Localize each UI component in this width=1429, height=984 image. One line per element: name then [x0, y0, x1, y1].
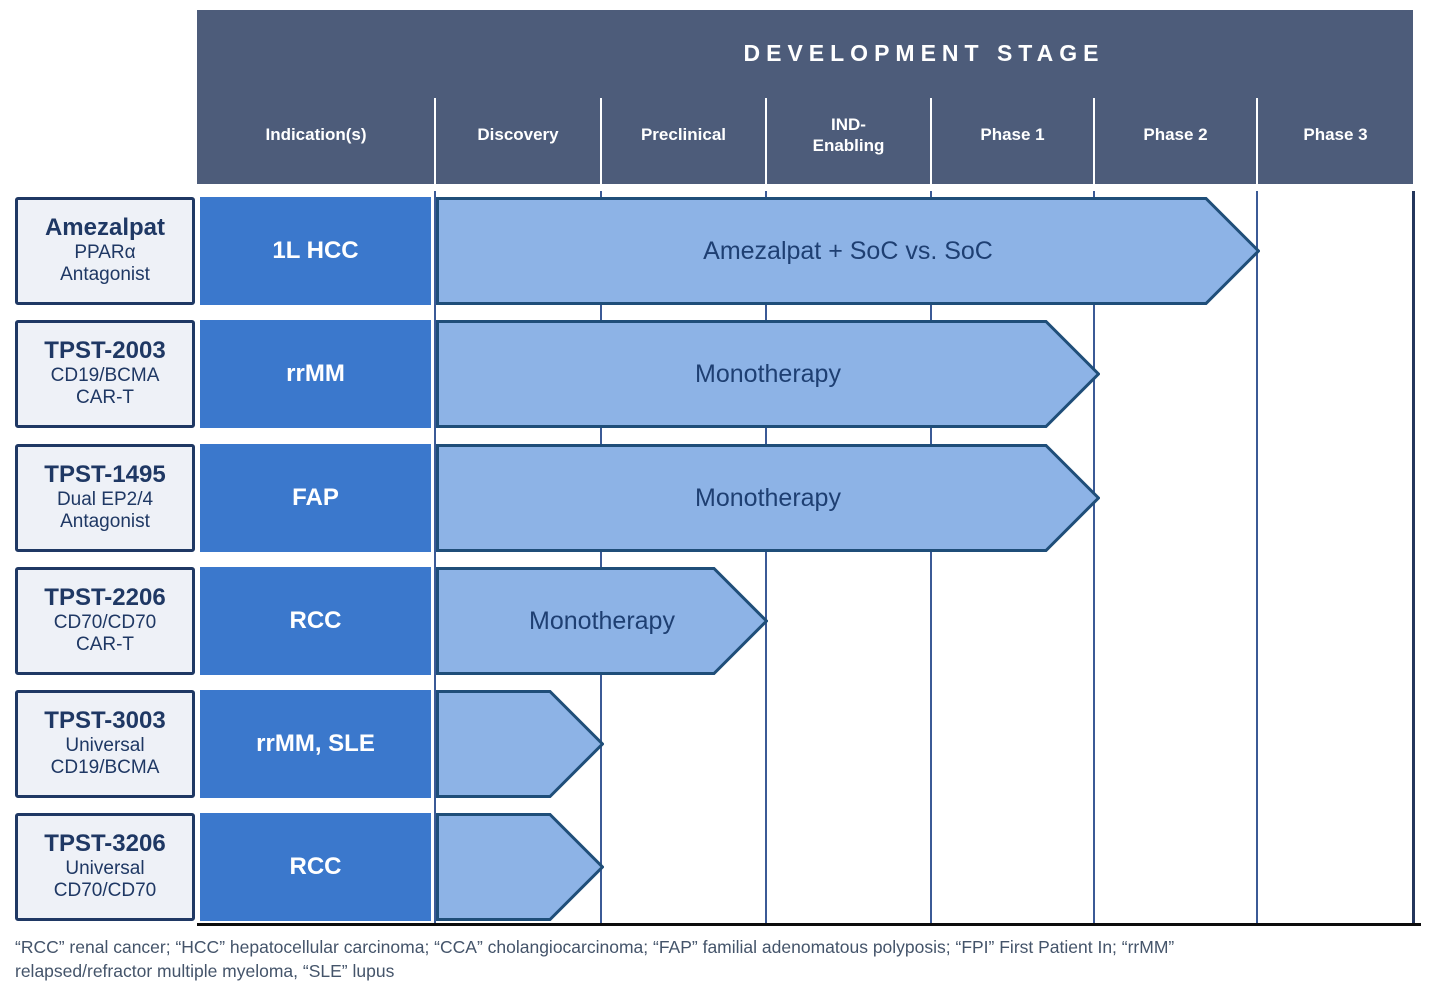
progress-arrow-label: Monotherapy [529, 606, 675, 635]
development-stage-header: DEVELOPMENT STAGE [197, 10, 1413, 184]
header-separator [765, 98, 767, 184]
drug-subtitle: CAR-T [75, 634, 135, 656]
drug-subtitle: CD19/BCMA [50, 365, 160, 387]
drug-subtitle: CD70/CD70 [53, 612, 157, 634]
drug-subtitle: CD19/BCMA [50, 757, 160, 779]
indication-cell: 1L HCC [200, 197, 431, 305]
stage-gridline [1256, 191, 1258, 924]
column-header-ind-enabling: IND- Enabling [812, 114, 885, 155]
drug-box-amezalpat: Amezalpat PPARα Antagonist [15, 197, 195, 305]
indication-cell: RCC [200, 813, 431, 921]
progress-arrow-label: Monotherapy [695, 483, 841, 512]
drug-name: TPST-2003 [44, 337, 166, 365]
pipeline-row-tpst-1495: TPST-1495 Dual EP2/4 Antagonist FAP Mono… [0, 444, 1429, 552]
column-header-phase-2: Phase 2 [1143, 125, 1208, 145]
drug-subtitle: CAR-T [75, 387, 135, 409]
indication-cell: rrMM [200, 320, 431, 428]
progress-arrow: Monotherapy [436, 444, 1100, 552]
stage-gridline [930, 191, 932, 924]
footnote-line-1: “RCC” renal cancer; “HCC” hepatocellular… [15, 937, 1175, 957]
drug-name: TPST-3003 [44, 707, 166, 735]
drug-box-tpst-1495: TPST-1495 Dual EP2/4 Antagonist [15, 444, 195, 552]
column-header-indications: Indication(s) [265, 125, 367, 145]
column-header-preclinical: Preclinical [640, 125, 727, 145]
chart-bottom-rule [197, 923, 1421, 926]
drug-box-tpst-3206: TPST-3206 Universal CD70/CD70 [15, 813, 195, 921]
stage-gridline [600, 191, 602, 924]
drug-name: TPST-1495 [44, 461, 166, 489]
progress-arrow: Monotherapy [436, 320, 1100, 428]
header-separator [1256, 98, 1258, 184]
drug-subtitle: Dual EP2/4 [56, 489, 154, 511]
header-separator [930, 98, 932, 184]
drug-subtitle: Universal [65, 735, 145, 757]
header-separator [1093, 98, 1095, 184]
column-header-phase-1: Phase 1 [980, 125, 1045, 145]
progress-arrow: Amezalpat + SoC vs. SoC [436, 197, 1260, 305]
column-header-discovery: Discovery [477, 125, 559, 145]
progress-arrow-label: Amezalpat + SoC vs. SoC [703, 236, 993, 265]
footnote-line-2: relapsed/refractor multiple myeloma, “SL… [15, 960, 395, 981]
header-separator [600, 98, 602, 184]
progress-arrow-label [436, 690, 604, 798]
progress-arrow [436, 690, 604, 798]
chart-right-border [1412, 191, 1415, 924]
indication-cell: RCC [200, 567, 431, 675]
stage-gridline [765, 191, 767, 924]
header-separator [434, 98, 436, 184]
drug-subtitle: Antagonist [60, 511, 150, 533]
progress-arrow-label [436, 813, 604, 921]
stage-gridline [434, 191, 436, 924]
drug-subtitle: PPARα [74, 242, 136, 264]
stage-gridline [1093, 191, 1095, 924]
indication-cell: rrMM, SLE [200, 690, 431, 798]
pipeline-row-amezalpat: Amezalpat PPARα Antagonist 1L HCC Amezal… [0, 197, 1429, 305]
progress-arrow-label: Monotherapy [695, 359, 841, 388]
footnote: “RCC” renal cancer; “HCC” hepatocellular… [15, 936, 1174, 983]
drug-subtitle: Universal [65, 858, 145, 880]
pipeline-row-tpst-3003: TPST-3003 Universal CD19/BCMA rrMM, SLE [0, 690, 1429, 798]
progress-arrow: Monotherapy [436, 567, 768, 675]
drug-name: Amezalpat [44, 214, 166, 242]
pipeline-row-tpst-2206: TPST-2206 CD70/CD70 CAR-T RCC Monotherap… [0, 567, 1429, 675]
drug-subtitle: Antagonist [60, 264, 150, 286]
indication-cell: FAP [200, 444, 431, 552]
drug-box-tpst-3003: TPST-3003 Universal CD19/BCMA [15, 690, 195, 798]
drug-subtitle: CD70/CD70 [53, 880, 157, 902]
drug-name: TPST-3206 [44, 830, 166, 858]
drug-name: TPST-2206 [44, 584, 166, 612]
progress-arrow [436, 813, 604, 921]
header-title: DEVELOPMENT STAGE [743, 40, 1105, 66]
drug-box-tpst-2206: TPST-2206 CD70/CD70 CAR-T [15, 567, 195, 675]
column-header-phase-3: Phase 3 [1303, 125, 1368, 145]
drug-box-tpst-2003: TPST-2003 CD19/BCMA CAR-T [15, 320, 195, 428]
pipeline-row-tpst-3206: TPST-3206 Universal CD70/CD70 RCC [0, 813, 1429, 921]
pipeline-row-tpst-2003: TPST-2003 CD19/BCMA CAR-T rrMM Monothera… [0, 320, 1429, 428]
